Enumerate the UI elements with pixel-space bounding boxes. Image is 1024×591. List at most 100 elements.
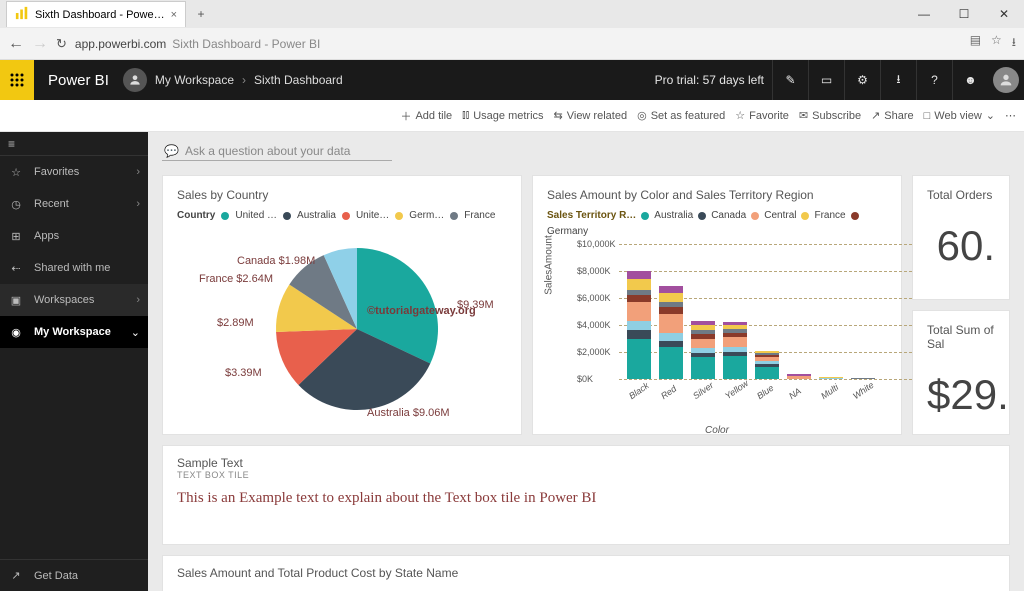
share-button[interactable]: ↗Share: [871, 109, 914, 122]
subscribe-button[interactable]: ✉Subscribe: [799, 109, 861, 122]
comments-icon[interactable]: ▭: [808, 60, 844, 100]
usage-metrics-button[interactable]: ⫾⫾Usage metrics: [462, 109, 543, 122]
bar-legend: Sales Territory R… AustraliaCanadaCentra…: [547, 210, 887, 237]
bar-column: [851, 378, 875, 379]
share-icon: ↗: [871, 109, 880, 122]
nav-favorites[interactable]: ☆Favorites›: [0, 156, 148, 188]
bar-column: [627, 271, 651, 379]
download-icon[interactable]: ⭳: [1012, 33, 1016, 54]
trial-status: Pro trial: 57 days left: [655, 73, 772, 87]
tile-title: Sales Amount and Total Product Cost by S…: [177, 566, 995, 580]
clock-icon: ◷: [8, 196, 24, 212]
x-axis-label: Color: [547, 425, 887, 436]
chevron-right-icon: ›: [136, 166, 140, 178]
forward-button: →: [32, 35, 48, 53]
web-view-button[interactable]: □Web view ⌄: [924, 109, 995, 122]
bar-column: [723, 322, 747, 379]
textbox-body: This is an Example text to explain about…: [177, 490, 995, 507]
window-minimize-button[interactable]: —: [904, 0, 944, 28]
people-icon: ⇠: [8, 260, 24, 276]
textbox-title: Sample Text: [177, 456, 995, 470]
edit-icon[interactable]: ✎: [772, 60, 808, 100]
tile-sales-by-state[interactable]: Sales Amount and Total Product Cost by S…: [162, 555, 1010, 591]
person-icon: ◉: [8, 324, 24, 340]
tile-textbox[interactable]: Sample Text TEXT BOX TILE This is an Exa…: [162, 445, 1010, 545]
help-icon[interactable]: ?: [916, 60, 952, 100]
chevron-right-icon: ›: [242, 73, 246, 87]
pie-slice-label: Australia $9.06M: [367, 407, 450, 419]
tile-sales-by-color-region[interactable]: Sales Amount by Color and Sales Territor…: [532, 175, 902, 435]
browser-tab[interactable]: Sixth Dashboard - Powe… ×: [6, 1, 186, 27]
settings-gear-icon[interactable]: ⚙: [844, 60, 880, 100]
breadcrumb-workspace[interactable]: My Workspace: [155, 73, 234, 87]
nav-recent[interactable]: ◷Recent›: [0, 188, 148, 220]
bar-column: [819, 377, 843, 379]
pie-legend: Country United …AustraliaUnite…Germ…Fran…: [177, 210, 507, 221]
breadcrumb: My Workspace › Sixth Dashboard: [123, 68, 343, 92]
star-icon: ☆: [735, 109, 745, 122]
bar-column: [787, 374, 811, 379]
tab-close-icon[interactable]: ×: [171, 9, 177, 21]
plus-icon: ＋: [400, 108, 411, 124]
url-tail: Sixth Dashboard - Power BI: [172, 37, 320, 51]
set-featured-button[interactable]: ◎Set as featured: [637, 109, 725, 122]
dashboard-toolbar: ＋Add tile ⫾⫾Usage metrics ⇆View related …: [0, 100, 1024, 132]
nav-get-data[interactable]: ↗Get Data: [0, 559, 148, 591]
tile-title: Total Orders: [927, 188, 995, 202]
chevron-down-icon: ⌄: [131, 326, 140, 339]
new-tab-button[interactable]: +: [190, 3, 212, 25]
bar-column: [691, 321, 715, 379]
feedback-smile-icon[interactable]: ☻: [952, 60, 988, 100]
reading-view-icon[interactable]: ▤: [970, 33, 981, 54]
chevron-right-icon: ›: [136, 294, 140, 306]
window-maximize-button[interactable]: ☐: [944, 0, 984, 28]
pie-slice-label: $2.89M: [217, 317, 254, 329]
user-avatar[interactable]: [988, 60, 1024, 100]
more-options-button[interactable]: ⋯: [1005, 109, 1016, 122]
add-tile-button[interactable]: ＋Add tile: [400, 108, 452, 124]
app-launcher-button[interactable]: [0, 60, 34, 100]
favorite-star-icon[interactable]: ☆: [991, 33, 1002, 54]
star-icon: ☆: [8, 164, 24, 180]
browser-titlebar: Sixth Dashboard - Powe… × + — ☐ ✕: [0, 0, 1024, 28]
textbox-subtitle: TEXT BOX TILE: [177, 470, 995, 480]
pie-slice-label: Canada $1.98M: [237, 255, 315, 267]
brand-label: Power BI: [34, 72, 123, 89]
url-field[interactable]: app.powerbi.com Sixth Dashboard - Power …: [75, 37, 962, 51]
target-icon: ◎: [637, 109, 647, 122]
bar-chart: SalesAmount $0K$2,000K$4,000K$6,000K$8,0…: [577, 239, 912, 399]
nav-shared[interactable]: ⇠Shared with me: [0, 252, 148, 284]
arrow-icon: ↗: [8, 568, 24, 584]
bar-column: [659, 286, 683, 379]
nav-collapse-button[interactable]: ≡: [0, 132, 148, 156]
link-icon: ⇆: [554, 109, 563, 122]
nav-my-workspace[interactable]: ◉My Workspace⌄: [0, 316, 148, 348]
powerbi-header: Power BI My Workspace › Sixth Dashboard …: [0, 60, 1024, 100]
back-button[interactable]: ←: [8, 35, 24, 53]
dashboard-canvas: 💬 Ask a question about your data Sales b…: [148, 132, 1024, 591]
bars-icon: ⫾⫾: [462, 109, 469, 122]
sidebar: ≡ ☆Favorites› ◷Recent› ⊞Apps ⇠Shared wit…: [0, 132, 148, 591]
nav-apps[interactable]: ⊞Apps: [0, 220, 148, 252]
qna-placeholder: Ask a question about your data: [185, 144, 350, 158]
tile-title: Sales Amount by Color and Sales Territor…: [547, 188, 887, 202]
comment-icon: 💬: [164, 144, 179, 158]
tile-total-orders[interactable]: Total Orders 60.: [912, 175, 1010, 300]
view-related-button[interactable]: ⇆View related: [554, 109, 628, 122]
refresh-button[interactable]: ↻: [56, 36, 67, 52]
pie-slice-label: France $2.64M: [199, 273, 273, 285]
y-axis-label: SalesAmount: [544, 235, 555, 294]
monitor-icon: □: [924, 110, 931, 122]
download-icon[interactable]: ⭳: [880, 60, 916, 100]
tile-sales-by-country[interactable]: Sales by Country Country United …Austral…: [162, 175, 522, 435]
window-close-button[interactable]: ✕: [984, 0, 1024, 28]
favorite-button[interactable]: ☆Favorite: [735, 109, 789, 122]
tile-total-sum-sales[interactable]: Total Sum of Sal $29.3: [912, 310, 1010, 435]
workspace-avatar-icon: [123, 68, 147, 92]
mail-icon: ✉: [799, 109, 808, 122]
chevron-down-icon: ⌄: [986, 109, 995, 122]
chevron-right-icon: ›: [136, 198, 140, 210]
qna-input[interactable]: 💬 Ask a question about your data: [162, 142, 392, 161]
nav-workspaces[interactable]: ▣Workspaces›: [0, 284, 148, 316]
tile-title: Total Sum of Sal: [927, 323, 995, 351]
